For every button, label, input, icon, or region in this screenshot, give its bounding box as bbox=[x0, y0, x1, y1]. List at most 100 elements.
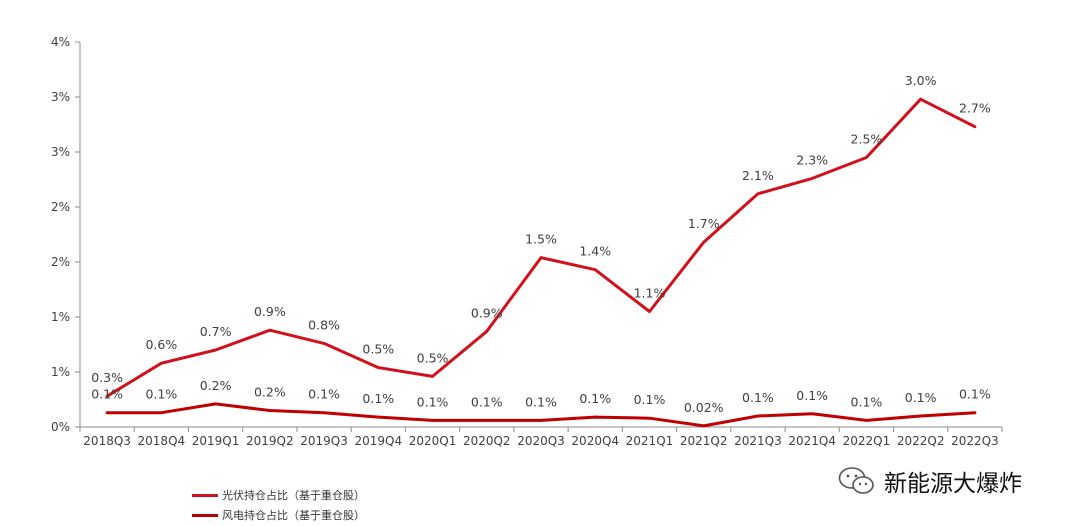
data-label-solar: 0.5% bbox=[362, 342, 394, 357]
data-label-wind: 0.1% bbox=[308, 387, 340, 402]
data-label-wind: 0.1% bbox=[525, 394, 557, 409]
data-point-solar bbox=[594, 268, 597, 271]
data-label-wind: 0.1% bbox=[905, 390, 937, 405]
legend-swatch-solar bbox=[192, 493, 218, 497]
data-label-wind: 0.1% bbox=[579, 391, 611, 406]
data-label-wind: 0.1% bbox=[91, 387, 123, 402]
data-point-wind bbox=[214, 402, 217, 406]
data-point-solar bbox=[485, 330, 488, 333]
x-tick-label: 2021Q2 bbox=[680, 434, 728, 448]
data-point-solar bbox=[377, 366, 380, 369]
data-label-wind: 0.1% bbox=[796, 388, 828, 403]
data-label-wind: 0.1% bbox=[742, 390, 774, 405]
legend-item-solar: 光伏持仓占比（基于重仓股） bbox=[192, 487, 365, 503]
y-tick-label: 3% bbox=[51, 90, 70, 104]
data-label-solar: 0.9% bbox=[254, 304, 286, 319]
watermark-text: 新能源大爆炸 bbox=[884, 471, 1022, 497]
data-label-wind: 0.1% bbox=[417, 394, 449, 409]
x-tick-label: 2022Q1 bbox=[843, 434, 891, 448]
data-point-wind bbox=[377, 415, 380, 419]
x-tick-label: 2022Q3 bbox=[951, 434, 999, 448]
data-label-wind: 0.1% bbox=[471, 394, 503, 409]
y-tick-label: 4% bbox=[51, 35, 70, 49]
x-tick-label: 2020Q2 bbox=[463, 434, 511, 448]
data-point-solar bbox=[702, 241, 705, 244]
x-tick-label: 2018Q4 bbox=[138, 434, 186, 448]
data-label-solar: 0.9% bbox=[471, 305, 503, 320]
x-tick-label: 2019Q3 bbox=[300, 434, 348, 448]
data-label-wind: 0.1% bbox=[145, 387, 177, 402]
data-label-wind: 0.2% bbox=[200, 378, 232, 393]
data-point-wind bbox=[485, 419, 488, 422]
y-tick-label: 2% bbox=[51, 255, 70, 269]
legend-item-wind: 风电持仓占比（基于重仓股） bbox=[192, 507, 365, 523]
data-label-solar: 0.6% bbox=[145, 337, 177, 352]
legend-label-solar: 光伏持仓占比（基于重仓股） bbox=[222, 489, 365, 502]
data-point-solar bbox=[648, 310, 651, 313]
data-label-solar: 0.5% bbox=[417, 350, 449, 365]
data-label-solar: 0.7% bbox=[200, 324, 232, 339]
data-point-solar bbox=[105, 395, 109, 398]
data-point-wind bbox=[919, 414, 922, 418]
data-label-solar: 1.1% bbox=[634, 286, 666, 301]
data-point-wind bbox=[105, 411, 109, 414]
data-label-solar: 2.1% bbox=[742, 168, 774, 183]
y-tick-label: 3% bbox=[51, 145, 70, 159]
data-point-wind bbox=[539, 419, 543, 422]
x-tick-label: 2021Q4 bbox=[788, 434, 836, 448]
data-point-wind bbox=[973, 411, 977, 414]
data-label-solar: 1.4% bbox=[579, 244, 611, 259]
x-tick-label: 2018Q3 bbox=[83, 434, 131, 448]
x-tick-label: 2020Q1 bbox=[409, 434, 457, 448]
data-label-solar: 0.8% bbox=[308, 317, 340, 332]
data-point-wind bbox=[702, 424, 705, 428]
data-point-wind bbox=[431, 419, 434, 422]
x-tick-label: 2019Q4 bbox=[354, 434, 402, 448]
data-point-solar bbox=[810, 177, 814, 180]
data-point-solar bbox=[865, 156, 868, 159]
data-point-solar bbox=[431, 375, 434, 378]
y-tick-label: 1% bbox=[51, 310, 70, 324]
x-tick-label: 2019Q2 bbox=[246, 434, 294, 448]
x-tick-label: 2020Q3 bbox=[517, 434, 565, 448]
wechat-icon bbox=[838, 467, 874, 494]
data-label-solar: 2.7% bbox=[959, 101, 991, 116]
x-tick-label: 2020Q4 bbox=[571, 434, 619, 448]
data-point-wind bbox=[160, 411, 163, 414]
data-label-solar: 0.3% bbox=[91, 370, 123, 385]
watermark: 新能源大爆炸 bbox=[838, 464, 1022, 498]
x-tick-label: 2021Q3 bbox=[734, 434, 782, 448]
data-point-wind bbox=[810, 412, 814, 415]
data-point-solar bbox=[756, 192, 760, 195]
data-point-wind bbox=[865, 419, 868, 422]
y-tick-label: 1% bbox=[51, 365, 70, 379]
data-point-solar bbox=[322, 342, 326, 345]
y-tick-label: 2% bbox=[51, 200, 70, 214]
legend-label-wind: 风电持仓占比（基于重仓股） bbox=[222, 509, 365, 522]
data-point-solar bbox=[973, 125, 977, 128]
x-tick-label: 2021Q1 bbox=[626, 434, 674, 448]
data-label-wind: 0.1% bbox=[959, 387, 991, 402]
data-label-solar: 1.7% bbox=[688, 216, 720, 231]
data-point-solar bbox=[214, 348, 217, 352]
data-label-wind: 0.2% bbox=[254, 385, 286, 400]
data-label-wind: 0.1% bbox=[634, 392, 666, 407]
data-point-wind bbox=[322, 411, 326, 414]
data-label-solar: 2.5% bbox=[851, 132, 883, 147]
data-point-solar bbox=[268, 329, 272, 332]
data-label-solar: 3.0% bbox=[905, 73, 937, 88]
data-point-wind bbox=[756, 414, 760, 418]
y-tick-label: 0% bbox=[51, 420, 70, 434]
x-tick-label: 2019Q1 bbox=[192, 434, 240, 448]
data-point-wind bbox=[648, 417, 651, 420]
data-label-wind: 0.02% bbox=[684, 400, 724, 415]
data-point-solar bbox=[919, 98, 922, 101]
x-tick-label: 2022Q2 bbox=[897, 434, 945, 448]
data-point-wind bbox=[268, 409, 272, 412]
legend-swatch-wind bbox=[192, 513, 218, 517]
data-label-solar: 2.3% bbox=[796, 152, 828, 167]
data-label-wind: 0.1% bbox=[362, 391, 394, 406]
data-point-solar bbox=[160, 362, 163, 365]
data-label-wind: 0.1% bbox=[851, 394, 883, 409]
